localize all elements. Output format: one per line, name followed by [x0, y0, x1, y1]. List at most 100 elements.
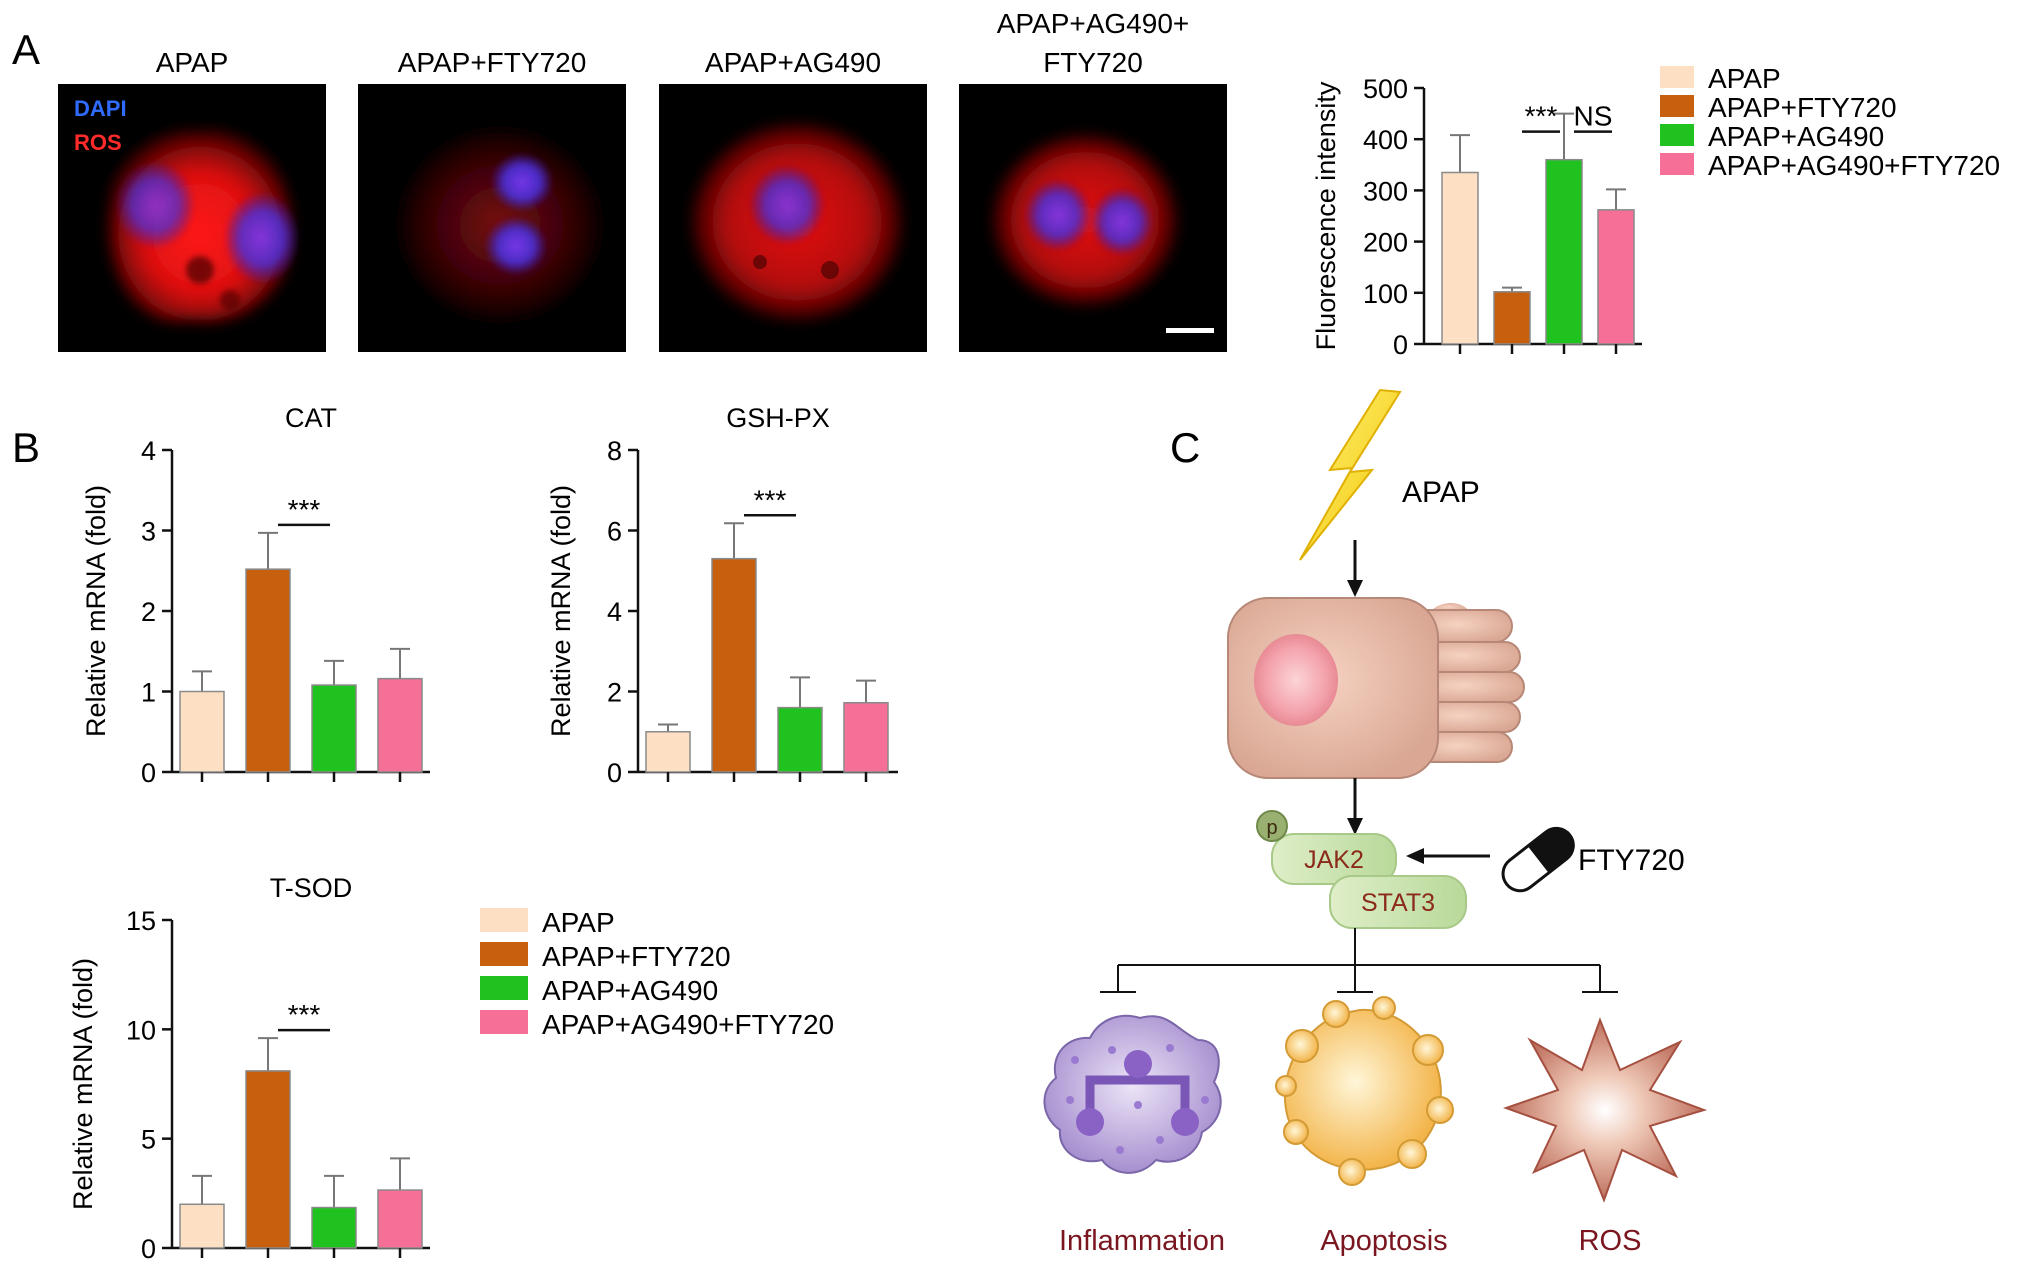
- panel-letter-a: A: [12, 26, 40, 73]
- bar: [311, 1206, 357, 1249]
- scale-bar: [1166, 328, 1214, 333]
- fluorescence-chart: 0 100 200 300 400 500 Fluorescence intensity **…: [1311, 74, 1642, 360]
- cat-chart: 0 1 2 3 4 Relative mRNA (fold) CAT ***: [81, 403, 430, 788]
- y-tick-label: 2: [607, 678, 622, 708]
- micrograph-title: APAP: [156, 47, 229, 78]
- stat3-box: [1329, 875, 1467, 929]
- legend-label: APAP+AG490: [1708, 121, 1884, 152]
- bar: [245, 1070, 291, 1249]
- inflammation-icon: [1043, 1014, 1222, 1174]
- micrograph-title: APAP+FTY720: [398, 47, 587, 78]
- stain-label-dapi: DAPI: [74, 96, 127, 121]
- bar: [245, 568, 291, 773]
- micrograph-image: [959, 84, 1227, 352]
- lightning-icon: [1299, 388, 1402, 561]
- arrowhead: [1347, 580, 1363, 597]
- significance-label: ***: [754, 484, 787, 515]
- y-tick-label: 0: [141, 1234, 156, 1264]
- legend-label: APAP+AG490+FTY720: [1708, 150, 2000, 181]
- y-tick-label: 8: [607, 436, 622, 466]
- pathway-diagram: APAP JAK2 STAT3 p FTY720: [1043, 388, 1708, 1257]
- bar: [711, 557, 757, 773]
- bar: [1597, 209, 1635, 345]
- capsule-icon: [1501, 826, 1575, 893]
- y-axis-label: Relative mRNA (fold): [81, 485, 111, 737]
- stat3-label: STAT3: [1361, 889, 1435, 917]
- micrograph-image: [358, 84, 626, 352]
- y-axis-label: Relative mRNA (fold): [68, 958, 98, 1210]
- y-tick-label: 0: [1393, 330, 1408, 360]
- bar: [377, 1189, 423, 1249]
- bar: [645, 731, 691, 773]
- bar: [1545, 158, 1583, 345]
- y-tick-label: 15: [126, 906, 156, 936]
- significance-label: NS: [1574, 101, 1613, 132]
- legend-label: APAP+AG490+FTY720: [542, 1009, 834, 1040]
- phospho-icon: [1256, 810, 1288, 842]
- legend-swatch: [1660, 66, 1694, 88]
- legend-swatch: [480, 976, 528, 1000]
- outcome-label: Apoptosis: [1320, 1225, 1447, 1257]
- legend-label: APAP: [542, 907, 615, 938]
- y-tick-label: 400: [1363, 125, 1408, 155]
- legend-swatch: [1660, 95, 1694, 117]
- apoptosis-icon: [1275, 996, 1454, 1186]
- significance-label: ***: [1525, 101, 1558, 132]
- inducer-label: APAP: [1402, 476, 1480, 509]
- micrograph-title: APAP+AG490: [705, 47, 881, 78]
- legend-swatch: [1660, 124, 1694, 146]
- legend-swatch: [480, 942, 528, 966]
- micrograph-row: APAP APAP+FTY720 APAP+AG490 APAP+AG490+ …: [58, 8, 1227, 352]
- y-tick-label: 3: [141, 517, 156, 547]
- y-tick-label: 4: [607, 597, 622, 627]
- y-axis-label: Relative mRNA (fold): [546, 485, 576, 737]
- micrograph-image: DAPI ROS: [58, 84, 326, 352]
- bar: [843, 702, 889, 773]
- phospho-label: p: [1266, 817, 1277, 839]
- panel-letter-c: C: [1170, 424, 1200, 471]
- y-tick-label: 5: [141, 1125, 156, 1155]
- outcome-label: Inflammation: [1059, 1225, 1225, 1257]
- y-tick-label: 2: [141, 597, 156, 627]
- significance-label: ***: [288, 999, 321, 1030]
- panel-letter-b: B: [12, 424, 40, 471]
- bar: [179, 1203, 225, 1249]
- bar: [1441, 171, 1479, 345]
- y-tick-label: 1: [141, 678, 156, 708]
- tsod-chart: 0 5 10 15 Relative mRNA (fold) T-SOD ***: [68, 873, 430, 1264]
- hepatocyte-icon: [1227, 597, 1525, 779]
- legend-label: APAP+AG490: [542, 975, 718, 1006]
- legend-label: APAP: [1708, 63, 1781, 94]
- ros-burst-icon: [1502, 1017, 1708, 1203]
- legend-label: APAP+FTY720: [1708, 92, 1897, 123]
- y-tick-label: 500: [1363, 74, 1408, 104]
- chart-title: T-SOD: [270, 873, 353, 903]
- bar: [377, 677, 423, 773]
- y-tick-label: 10: [126, 1015, 156, 1045]
- y-tick-label: 6: [607, 517, 622, 547]
- outcome-label: ROS: [1579, 1225, 1642, 1257]
- bar: [179, 690, 225, 773]
- y-tick-label: 100: [1363, 279, 1408, 309]
- y-tick-label: 4: [141, 436, 156, 466]
- y-tick-label: 0: [607, 758, 622, 788]
- arrowhead: [1347, 818, 1363, 835]
- chart-title: CAT: [285, 403, 337, 433]
- legend-top: APAPAPAP+FTY720APAP+AG490APAP+AG490+FTY7…: [1660, 63, 2000, 181]
- legend-swatch: [480, 1010, 528, 1034]
- bar: [311, 684, 357, 773]
- micrograph-title: APAP+AG490+: [997, 8, 1190, 39]
- micrograph-title: FTY720: [1043, 47, 1143, 78]
- legend-swatch: [480, 908, 528, 932]
- y-tick-label: 200: [1363, 228, 1408, 258]
- arrowhead: [1406, 848, 1424, 864]
- significance-label: ***: [288, 494, 321, 525]
- drug-label: FTY720: [1578, 844, 1685, 877]
- legend-swatch: [1660, 153, 1694, 175]
- micrograph-image: [659, 84, 927, 352]
- bar: [1493, 291, 1531, 345]
- nucleus: [1254, 634, 1338, 726]
- legend-label: APAP+FTY720: [542, 941, 731, 972]
- bar: [777, 706, 823, 773]
